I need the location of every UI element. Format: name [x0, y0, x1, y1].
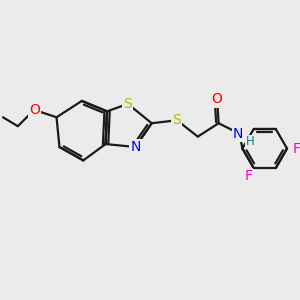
Text: O: O	[212, 92, 223, 106]
Text: S: S	[172, 113, 182, 127]
Text: S: S	[124, 97, 132, 111]
Text: F: F	[244, 169, 252, 183]
Text: N: N	[130, 140, 140, 154]
Text: N: N	[233, 127, 243, 141]
Text: H: H	[245, 136, 254, 148]
Text: O: O	[29, 103, 40, 117]
Text: F: F	[292, 142, 300, 155]
